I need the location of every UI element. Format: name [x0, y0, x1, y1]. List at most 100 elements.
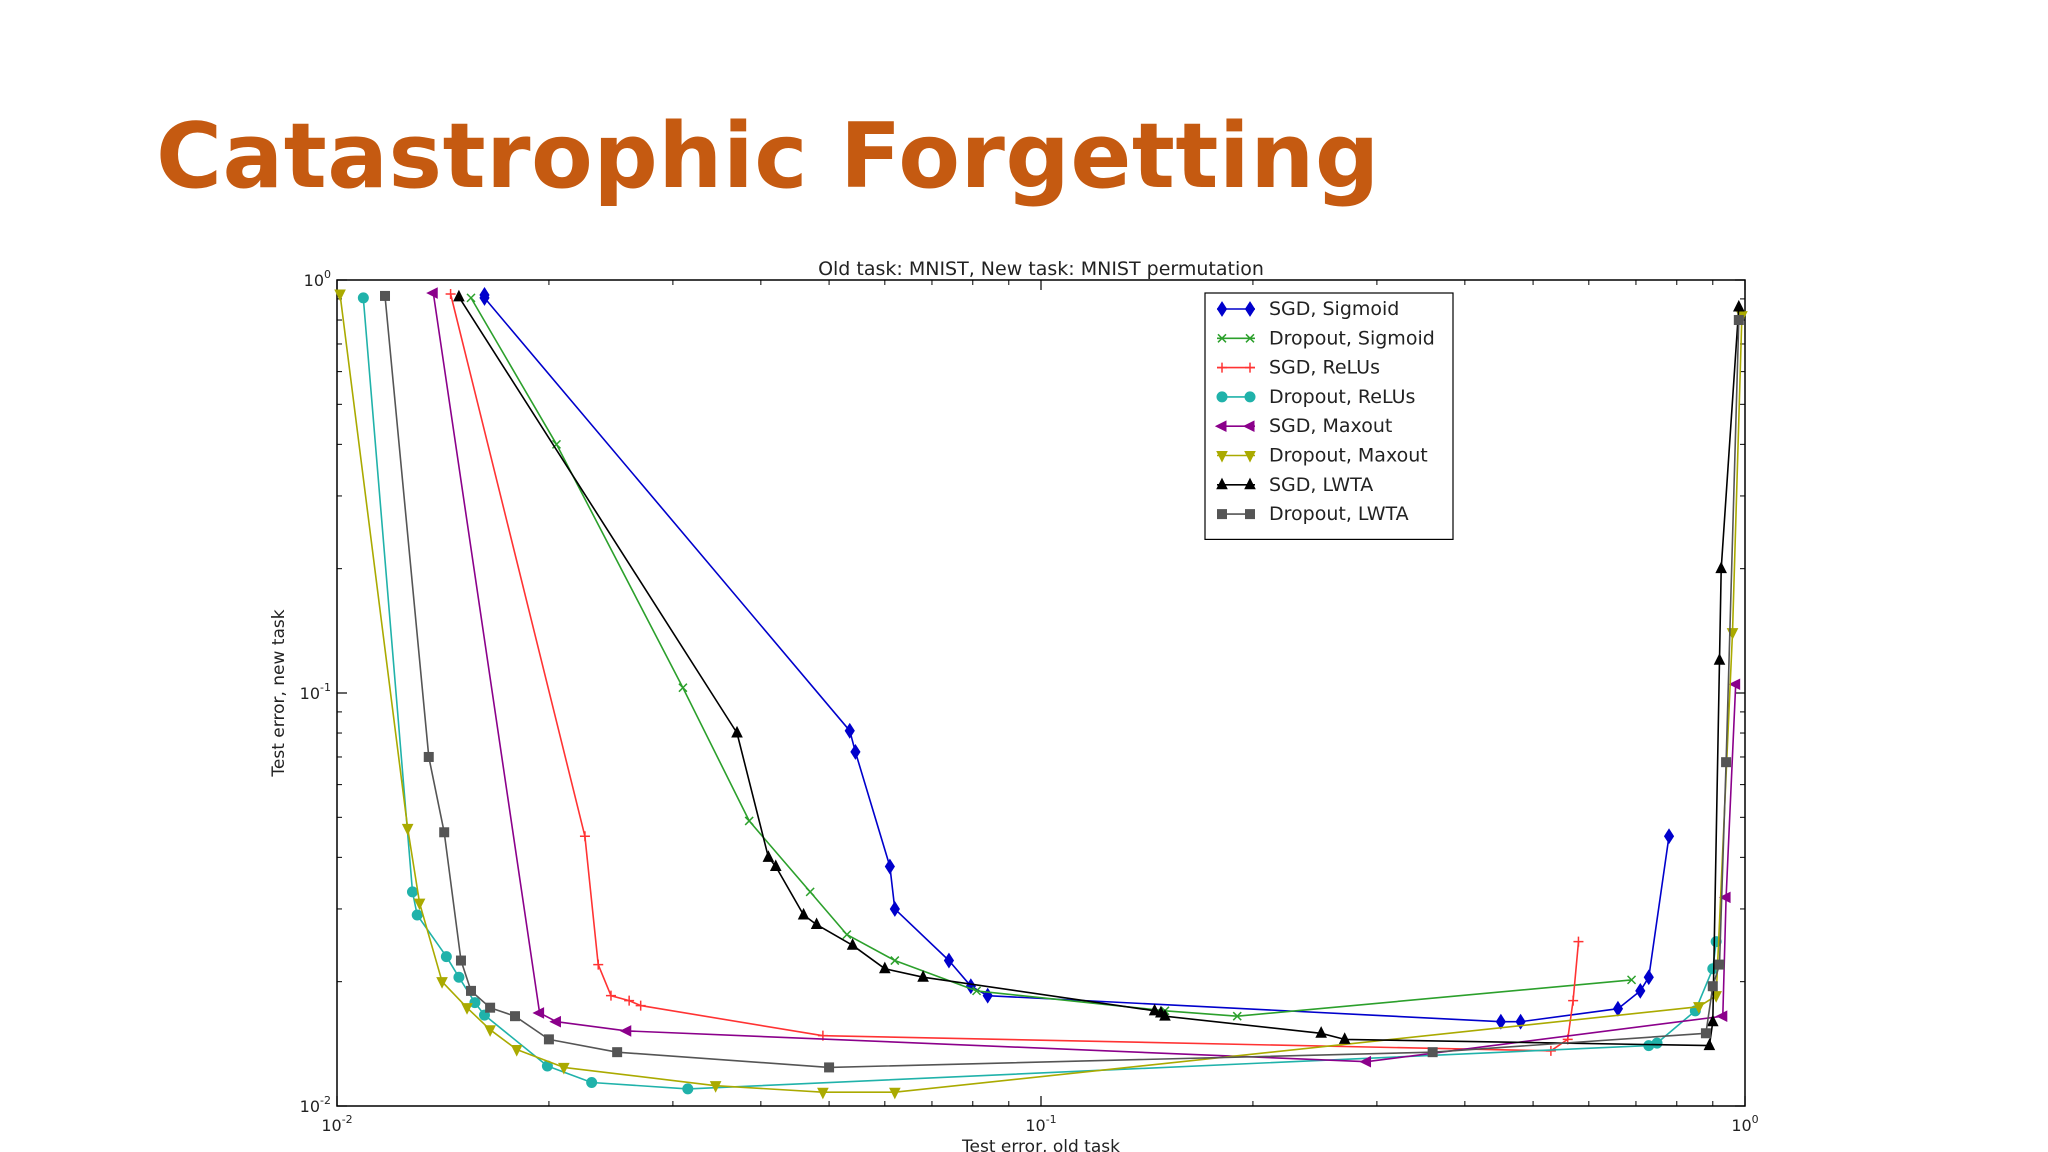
chart-title: Old task: MNIST, New task: MNIST permuta…: [818, 258, 1264, 280]
data-point: [423, 751, 434, 762]
data-point: [889, 901, 900, 917]
legend-item: SGD, ReLUs: [1217, 357, 1380, 379]
data-point: [1232, 1011, 1242, 1021]
y-tick-label: 10-1: [300, 681, 331, 703]
data-point: [624, 995, 635, 1006]
data-point: [543, 1034, 554, 1045]
data-point: [406, 886, 418, 898]
slide-title: Catastrophic Forgetting: [156, 104, 1380, 209]
data-point: [411, 909, 423, 921]
data-point: [709, 1081, 722, 1093]
x-axis-label: Test error, old task: [961, 1137, 1120, 1152]
data-point: [453, 971, 465, 983]
legend-item: SGD, LWTA: [1216, 474, 1373, 496]
y-tick-label: 100: [304, 268, 331, 290]
legend-marker: [1216, 451, 1228, 463]
legend-marker: [1214, 420, 1227, 433]
data-point: [484, 1025, 496, 1037]
data-point: [1718, 891, 1731, 904]
data-point: [426, 287, 438, 299]
data-point: [1515, 1013, 1526, 1030]
data-point: [846, 938, 859, 950]
data-point: [1568, 995, 1579, 1006]
data-point: [334, 289, 346, 302]
data-point: [879, 961, 891, 974]
data-point: [357, 292, 369, 304]
data-point: [1159, 1009, 1171, 1021]
series-line: [384, 295, 1740, 1069]
legend: SGD, Sigmoid Dropout, Sigmoid SGD, ReLUs Dr…: [1204, 292, 1454, 540]
data-point: [1728, 678, 1741, 691]
data-point: [762, 850, 775, 862]
data-point: [1707, 981, 1718, 992]
data-point: [678, 683, 688, 693]
data-point: [1733, 315, 1744, 326]
y-axis-label: Test error, new task: [269, 609, 289, 777]
legend-label: Dropout, Sigmoid: [1269, 327, 1435, 349]
data-point: [465, 985, 476, 996]
y-tick-label: 10-2: [300, 1094, 331, 1116]
data-point: [612, 1047, 623, 1058]
data-point: [1495, 1013, 1506, 1030]
data-point: [469, 997, 481, 1009]
data-point: [436, 977, 448, 989]
legend-marker: [1244, 451, 1256, 463]
data-point: [413, 898, 426, 911]
legend-label: Dropout, Maxout: [1269, 445, 1428, 467]
legend-label: SGD, Sigmoid: [1269, 298, 1399, 320]
data-point: [1706, 1014, 1719, 1027]
legend-marker: [1216, 391, 1228, 403]
x-tick-label: 10-2: [321, 1113, 352, 1135]
data-point: [605, 990, 616, 1001]
data-point: [824, 1062, 835, 1073]
data-point: [805, 887, 815, 897]
axis-ticks: 10-2 10-1 100 10-2 10-1 100: [300, 268, 1759, 1135]
data-point: [1315, 1026, 1327, 1038]
data-point: [1700, 1028, 1711, 1039]
plot-area: [336, 279, 1746, 1107]
series-dropout-sigmoid: [466, 293, 1637, 1021]
series-sgd-sigmoid: [479, 287, 1675, 1030]
data-point: [889, 1087, 901, 1100]
data-point: [510, 1011, 521, 1022]
data-point: [884, 858, 895, 875]
data-point: [1663, 828, 1675, 845]
legend-label: SGD, LWTA: [1269, 474, 1373, 496]
data-point: [890, 956, 900, 966]
legend-item: Dropout, ReLUs: [1216, 386, 1415, 408]
series-dropout-lwta: [380, 290, 1744, 1073]
legend-marker: [1244, 477, 1256, 490]
legend-marker: [1244, 391, 1256, 403]
legend-marker: [1244, 301, 1256, 317]
data-point: [510, 1045, 523, 1057]
data-point: [1651, 1037, 1663, 1049]
data-point: [1733, 299, 1745, 312]
data-point: [1713, 653, 1726, 665]
data-point: [1573, 936, 1584, 947]
legend-item: SGD, Sigmoid: [1216, 298, 1399, 320]
x-tick-label: 10-1: [1025, 1113, 1056, 1135]
legend-marker: [1245, 333, 1255, 343]
data-point: [1693, 1002, 1705, 1014]
series-sgd-relus: [445, 288, 1584, 1056]
series-layer: [334, 287, 1748, 1100]
data-point: [1627, 975, 1637, 985]
data-point: [769, 859, 782, 872]
data-point: [1721, 757, 1732, 768]
data-point: [817, 1087, 829, 1100]
legend-item: SGD, Maxout: [1214, 415, 1392, 437]
data-point: [810, 917, 823, 930]
data-point: [1427, 1047, 1438, 1058]
data-point: [1703, 1038, 1716, 1051]
data-point: [466, 293, 476, 303]
data-point: [445, 288, 456, 299]
data-point: [731, 725, 743, 738]
data-point: [1715, 561, 1727, 574]
legend-marker: [1245, 509, 1255, 520]
series-sgd-maxout: [426, 287, 1741, 1068]
data-point: [1635, 982, 1646, 999]
legend-marker: [1216, 301, 1228, 317]
data-point: [744, 816, 754, 826]
data-point: [455, 955, 466, 966]
